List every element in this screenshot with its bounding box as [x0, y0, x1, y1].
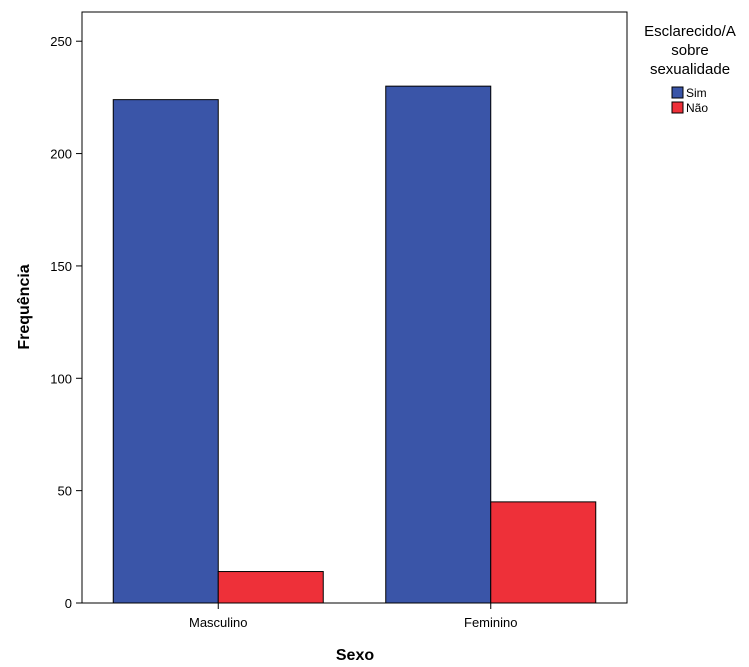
bar-no-masculino [217, 571, 324, 604]
x-tick-label: Masculino [189, 615, 248, 630]
bar-sim-masculino [112, 99, 219, 604]
legend-title-line-2: sobre [671, 42, 709, 59]
legend-label: Não [686, 101, 708, 115]
y-tick-label: 150 [50, 259, 72, 274]
legend-swatch [671, 86, 684, 99]
y-tick-label: 250 [50, 34, 72, 49]
x-axis-title: Sexo [336, 647, 374, 662]
legend-swatch [671, 101, 684, 114]
legend-label: Sim [686, 86, 707, 100]
x-axis: Masculino Feminino [189, 603, 517, 630]
legend-title-line-3: sexualidade [650, 61, 730, 78]
y-axis: 0 50 100 150 200 250 [50, 34, 82, 611]
y-tick-label: 0 [65, 596, 72, 611]
y-tick-label: 50 [58, 484, 72, 499]
legend-title-line-1: Esclarecido/A [644, 23, 736, 40]
x-tick-label: Feminino [464, 615, 517, 630]
bar-no-feminino [490, 501, 597, 604]
bar-sim-feminino [385, 85, 492, 604]
y-axis-title: Frequência [16, 264, 33, 349]
bars [112, 85, 597, 604]
y-tick-label: 200 [50, 147, 72, 162]
y-tick-label: 100 [50, 371, 72, 386]
